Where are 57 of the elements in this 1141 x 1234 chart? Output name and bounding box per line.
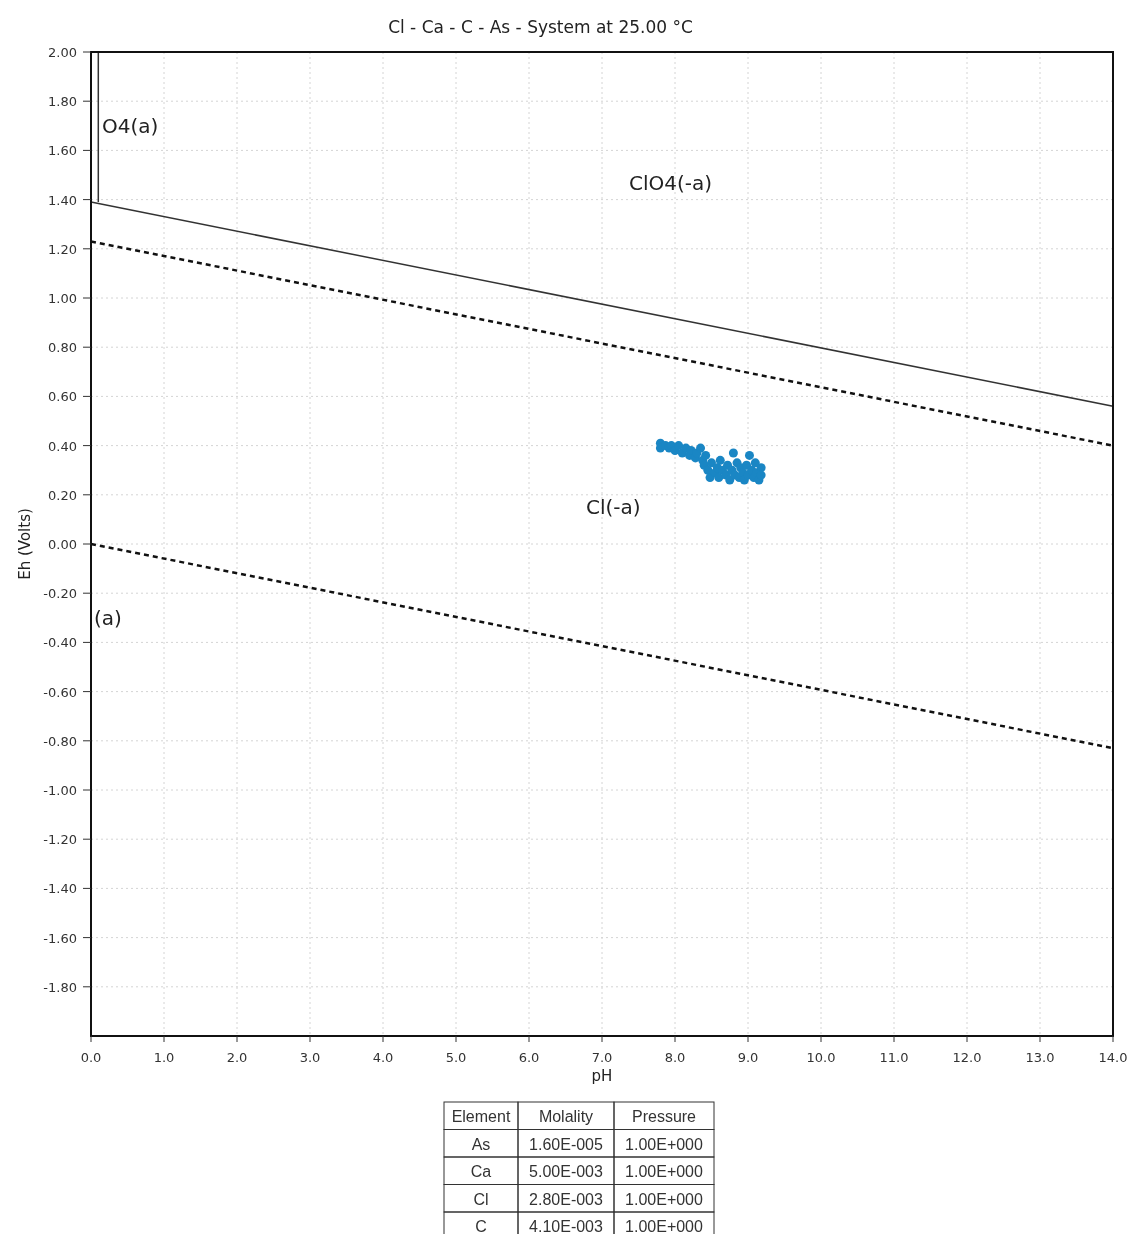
x-axis-title: pH [591,1067,613,1085]
x-tick-label: 4.0 [372,1050,394,1065]
text: 1.00E+000 [625,1163,704,1180]
y-tick-label: 0.00 [48,537,77,552]
y-tick-label: -1.60 [43,930,77,946]
text: 4.10E-003 [529,1218,604,1234]
y-axis-title: Eh (Volts) [16,508,34,580]
text: Ca [470,1163,492,1180]
x-tick-label: 5.0 [445,1050,467,1065]
text: 1.00E+000 [625,1190,704,1208]
x-tick-label: 2.0 [226,1050,248,1065]
x-tick-label: 10.0 [806,1050,836,1065]
text: 2.80E-003 [529,1190,604,1208]
y-tick-label: -1.20 [43,832,77,848]
x-tick-label: 6.0 [518,1050,540,1065]
y-tick-label: 1.80 [48,94,77,110]
y-tick-label: 0.80 [48,340,77,356]
x-tick-label: 9.0 [737,1050,759,1065]
x-tick-label: 8.0 [664,1050,686,1065]
y-tick-label: 0.60 [48,389,77,405]
text: Element [451,1108,511,1125]
y-tick-label: -0.60 [43,684,77,700]
text: As [471,1135,491,1153]
text: 5.00E-003 [529,1163,604,1180]
x-tick-label: 14.0 [1098,1050,1128,1065]
annotation: (a) [94,606,122,630]
x-tick-label: 12.0 [952,1050,982,1065]
chart-title: Cl - Ca - C - As - System at 25.00 °C [388,17,693,37]
text: Cl [473,1190,489,1208]
y-tick-label: -0.80 [43,733,77,749]
y-tick-label: -1.40 [43,881,77,897]
y-tick-label: 1.40 [48,192,77,208]
x-tick-label: 0.0 [80,1050,102,1065]
annotation: O4(a) [102,114,159,138]
text: 1.60E-005 [529,1135,604,1153]
x-tick-label: 7.0 [591,1050,613,1065]
x-tick-label: 1.0 [153,1050,175,1065]
text: 1.00E+000 [625,1218,704,1234]
annotation: Cl(-a) [585,495,641,519]
y-tick-label: -0.20 [43,586,77,602]
text: C [475,1218,487,1234]
y-tick-label: -0.40 [43,635,77,651]
x-tick-label: 3.0 [299,1050,321,1065]
y-tick-label: 0.20 [48,487,77,503]
annotation: ClO4(-a) [628,171,713,195]
x-tick-label: 11.0 [879,1050,909,1065]
text: Molality [538,1108,594,1125]
text: 1.00E+000 [625,1135,704,1153]
y-tick-label: -1.00 [43,783,77,798]
y-tick-label: 2.00 [48,45,77,60]
y-tick-label: 1.60 [48,143,77,159]
x-tick-label: 13.0 [1025,1050,1055,1065]
y-tick-label: 1.00 [48,291,77,306]
text: Pressure [631,1108,697,1125]
y-tick-label: 1.20 [48,241,77,257]
y-tick-label: 0.40 [48,438,77,454]
y-tick-label: -1.80 [43,979,77,995]
